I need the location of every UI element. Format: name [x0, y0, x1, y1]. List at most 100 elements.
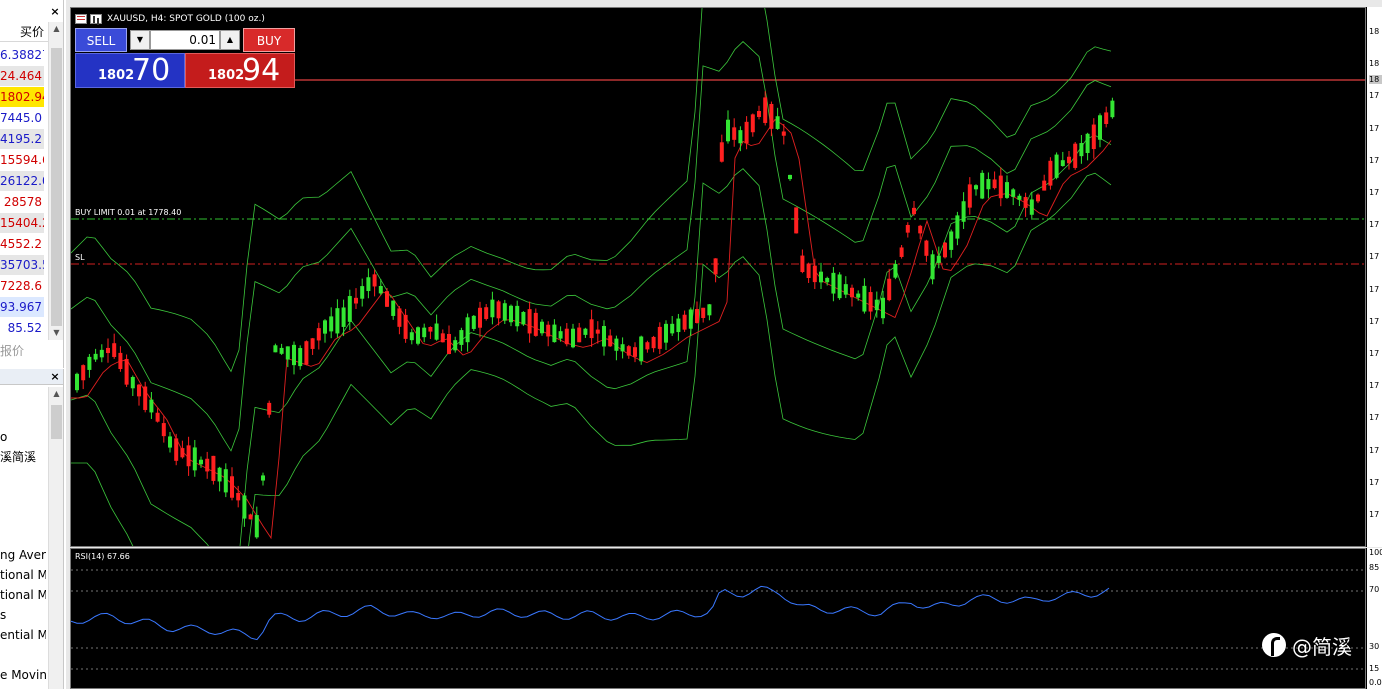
- rsi-tick-label: 100: [1369, 548, 1382, 557]
- candle-body: [354, 297, 358, 304]
- stop-loss-label[interactable]: SL: [75, 253, 85, 262]
- market-watch-row[interactable]: 15404.2: [0, 213, 44, 233]
- candle-body: [366, 277, 371, 292]
- market-watch-row[interactable]: 4552.2: [0, 234, 44, 254]
- market-watch-row[interactable]: 4195.2: [0, 129, 44, 149]
- navigator-close-icon[interactable]: ×: [50, 370, 60, 383]
- candle-body: [571, 328, 575, 348]
- candle-body: [1005, 182, 1009, 198]
- rsi-indicator-window[interactable]: RSI(14) 67.66: [70, 548, 1366, 689]
- candle-body: [416, 327, 420, 344]
- candle-body: [502, 303, 507, 321]
- market-watch-row[interactable]: 24.464: [0, 66, 44, 86]
- sell-button[interactable]: SELL: [75, 28, 127, 52]
- market-watch-row[interactable]: 26122.0: [0, 171, 44, 191]
- market-watch-row[interactable]: 6.38827: [0, 45, 44, 65]
- candle-body: [1091, 124, 1096, 150]
- price-chart-svg: [71, 8, 1365, 546]
- market-watch-scrollbar[interactable]: ▲ ▼: [48, 22, 63, 340]
- candle-body: [676, 318, 681, 333]
- candle-body: [261, 475, 265, 481]
- candle-body: [992, 179, 997, 189]
- market-watch-scroll-thumb[interactable]: [51, 48, 62, 326]
- scroll-down-icon[interactable]: ▼: [53, 328, 60, 337]
- market-watch-row[interactable]: 85.52: [0, 318, 44, 338]
- candle-body: [1104, 112, 1109, 124]
- market-watch-bid-header[interactable]: 买价: [0, 22, 48, 42]
- candle-body: [1060, 160, 1065, 167]
- bollinger-upper-outer-band: [71, 8, 1112, 373]
- chart-title-row: XAUUSD, H4: SPOT GOLD (100 oz.): [75, 12, 265, 26]
- navigator-item[interactable]: tional Mc: [0, 568, 46, 582]
- lot-increase-icon[interactable]: ▲: [220, 30, 240, 50]
- market-watch-row[interactable]: 1802.94: [0, 87, 44, 107]
- market-watch-row[interactable]: 7228.6: [0, 276, 44, 296]
- candle-body: [509, 305, 513, 323]
- candle-body: [738, 130, 743, 144]
- candle-body: [161, 423, 166, 437]
- candle-body: [459, 330, 464, 345]
- candle-body: [812, 265, 817, 283]
- price-chart[interactable]: XAUUSD, H4: SPOT GOLD (100 oz.) SELL ▼ 0…: [70, 7, 1366, 547]
- navigator-scrollbar[interactable]: ▲: [48, 387, 63, 689]
- candle-body: [81, 365, 86, 381]
- chart-menu-icon[interactable]: [75, 14, 87, 24]
- candle-body: [930, 254, 935, 280]
- market-watch-row[interactable]: 15594.6: [0, 150, 44, 170]
- candle-body: [267, 402, 272, 415]
- candle-body: [980, 172, 985, 199]
- buy-price-button[interactable]: 1802 94: [185, 53, 295, 88]
- navigator-item[interactable]: e Movin: [0, 668, 46, 682]
- lot-decrease-icon[interactable]: ▼: [130, 30, 150, 50]
- scroll-up-icon[interactable]: ▲: [53, 24, 60, 33]
- candle-body: [112, 343, 117, 357]
- buy-button[interactable]: BUY: [243, 28, 295, 52]
- rsi-tick-label: 30: [1369, 642, 1380, 651]
- market-watch-row[interactable]: 93.967: [0, 297, 44, 317]
- candle-body: [874, 299, 879, 311]
- scroll-up-icon[interactable]: ▲: [53, 389, 60, 398]
- candle-body: [143, 386, 148, 410]
- candle-body: [422, 327, 427, 338]
- candle-body: [905, 224, 910, 233]
- candle-body: [819, 271, 823, 283]
- candle-body: [589, 319, 594, 339]
- candle-body: [124, 358, 129, 385]
- candle-body: [645, 342, 650, 350]
- navigator-item[interactable]: 溪简溪: [0, 450, 37, 464]
- candle-body: [837, 274, 842, 299]
- candle-body: [168, 436, 172, 448]
- candle-body: [279, 347, 284, 354]
- navigator-item[interactable]: ential Mc: [0, 628, 46, 642]
- navigator-item[interactable]: o: [0, 430, 8, 444]
- sell-price-button[interactable]: 1802 70: [75, 53, 185, 88]
- lot-size-input[interactable]: 0.01: [150, 30, 220, 50]
- navigator-item[interactable]: ng Avera: [0, 548, 46, 562]
- price-scale[interactable]: 18 18 17 17 17 17 17 17 17 17 17 17 17 17 17 17 18: [1366, 7, 1382, 547]
- candle-body: [99, 349, 104, 358]
- buy-limit-order-label[interactable]: BUY LIMIT 0.01 at 1778.40: [75, 208, 182, 217]
- candle-body: [248, 514, 253, 520]
- candle-body: [335, 308, 340, 334]
- price-tick-label: 18: [1369, 59, 1380, 69]
- market-watch-close-icon[interactable]: ×: [50, 5, 60, 18]
- candle-body: [602, 325, 606, 347]
- navigator-scroll-thumb[interactable]: [51, 405, 62, 439]
- candle-body: [484, 307, 489, 319]
- candle-body: [744, 121, 749, 144]
- candle-body: [781, 131, 786, 136]
- navigator-item[interactable]: s: [0, 608, 7, 622]
- sell-price-prefix: 1802: [98, 68, 135, 83]
- candle-body: [1036, 194, 1040, 202]
- market-watch-footer-tab[interactable]: 报价: [0, 344, 25, 358]
- candlestick-icon[interactable]: [90, 14, 102, 24]
- candle-body: [285, 346, 290, 360]
- candle-body: [620, 344, 625, 352]
- rsi-scale[interactable]: 100 85 70 30 15 0.0: [1366, 548, 1382, 689]
- candle-body: [546, 324, 551, 337]
- market-watch-row[interactable]: 35703.5: [0, 255, 44, 275]
- navigator-item[interactable]: tional Mc: [0, 588, 46, 602]
- market-watch-row[interactable]: 7445.0: [0, 108, 44, 128]
- market-watch-row[interactable]: 28578: [0, 192, 44, 212]
- candle-body: [682, 314, 687, 330]
